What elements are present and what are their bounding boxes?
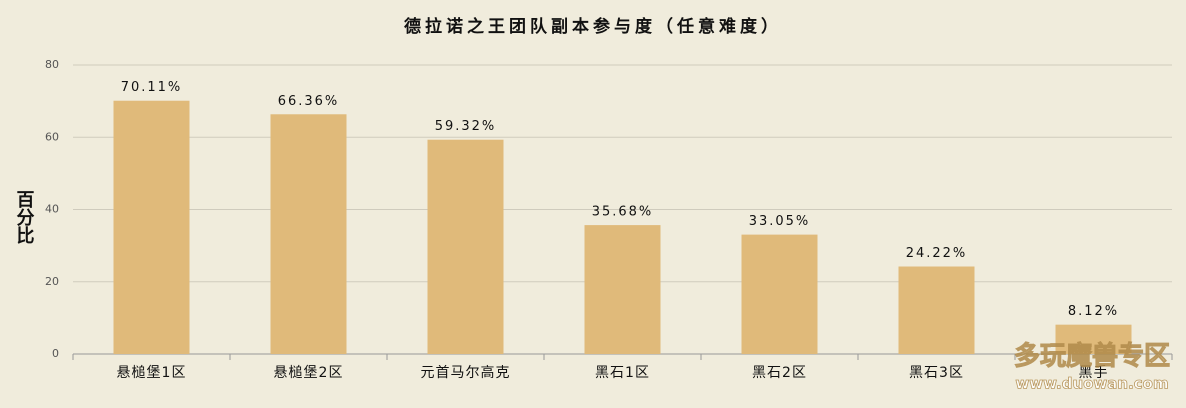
x-tick-label: 黑石3区 bbox=[909, 365, 964, 381]
y-axis-label: 百分比 bbox=[14, 190, 35, 245]
x-tick-label: 悬槌堡2区 bbox=[274, 365, 344, 381]
bar bbox=[1055, 324, 1132, 354]
bar bbox=[113, 100, 190, 354]
bar bbox=[741, 234, 818, 354]
x-tick-label: 黑手 bbox=[1079, 365, 1109, 381]
x-tick-label: 黑石1区 bbox=[595, 365, 650, 381]
watermark: 多玩魔兽专区 bbox=[1014, 341, 1170, 372]
value-label: 24.22% bbox=[906, 246, 968, 261]
value-label: 8.12% bbox=[1068, 304, 1119, 319]
y-tick-label: 40 bbox=[45, 203, 59, 216]
y-tick-label: 20 bbox=[45, 275, 59, 288]
x-tick-label: 黑石2区 bbox=[752, 365, 807, 381]
x-tick-label: 元首马尔高克 bbox=[421, 364, 511, 381]
bar bbox=[584, 225, 661, 354]
value-label: 66.36% bbox=[278, 94, 340, 109]
watermark-url: www.duowan.com bbox=[1015, 375, 1168, 393]
y-tick-label: 80 bbox=[45, 58, 59, 71]
bar bbox=[898, 266, 975, 354]
value-label: 59.32% bbox=[435, 119, 497, 134]
y-tick-label: 60 bbox=[45, 130, 59, 143]
y-tick-label: 0 bbox=[52, 347, 59, 360]
chart-title: 德拉诺之王团队副本参与度（任意难度） bbox=[404, 16, 782, 37]
bar bbox=[427, 139, 504, 354]
x-tick-label: 悬槌堡1区 bbox=[117, 365, 187, 381]
bar bbox=[270, 114, 347, 354]
value-label: 33.05% bbox=[749, 214, 811, 229]
value-label: 35.68% bbox=[592, 205, 654, 220]
value-label: 70.11% bbox=[121, 80, 183, 95]
